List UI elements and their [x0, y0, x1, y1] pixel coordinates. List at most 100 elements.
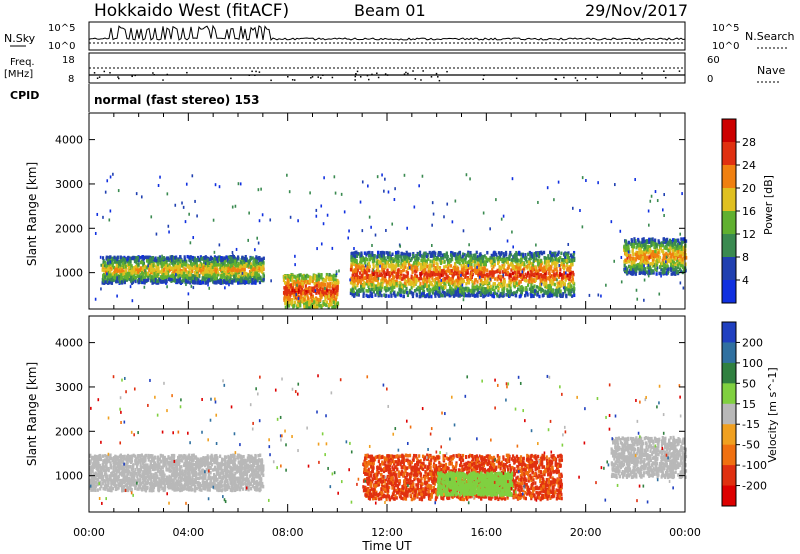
data-cell: [529, 268, 533, 273]
data-cell: [395, 255, 398, 259]
data-cell: [360, 260, 363, 264]
data-cell: [252, 262, 256, 266]
data-cell: [195, 270, 199, 274]
data-cell: [354, 286, 357, 290]
data-cell: [503, 277, 506, 282]
freq-tick-low: 8: [68, 74, 74, 85]
data-cell: [123, 280, 126, 285]
data-cell: [658, 251, 661, 255]
data-cell: [483, 276, 486, 280]
data-cell: [390, 286, 393, 290]
data-cell: [423, 264, 426, 268]
data-cell: [532, 265, 535, 269]
data-cell: [247, 273, 250, 277]
data-cell: [415, 269, 418, 274]
data-cell: [410, 290, 413, 295]
data-cell: [466, 269, 469, 273]
data-cell: [352, 251, 355, 255]
data-cell: [329, 284, 332, 289]
data-cell: [162, 256, 165, 261]
data-cell: [128, 268, 131, 273]
data-cell: [456, 252, 459, 256]
freq-dot: [251, 70, 253, 73]
data-cell: [519, 264, 522, 268]
data-cell: [251, 272, 254, 277]
data-cell: [202, 265, 205, 270]
data-cell: [139, 255, 142, 260]
data-cell: [233, 259, 237, 264]
data-cell: [519, 294, 522, 298]
data-cell: [333, 278, 336, 283]
data-cell: [472, 285, 475, 289]
data-cell: [518, 279, 521, 284]
data-cell: [241, 267, 244, 272]
data-cell: [432, 286, 435, 291]
data-cell: [552, 258, 555, 263]
data-cell: [199, 255, 202, 259]
data-cell: [288, 291, 291, 296]
data-cell: [318, 277, 321, 281]
data-cell: [550, 279, 553, 283]
data-cell: [258, 256, 261, 260]
data-cell: [450, 269, 453, 273]
data-cell: [186, 254, 189, 259]
data-cell: [467, 292, 470, 296]
data-cell: [121, 272, 124, 276]
data-cell: [481, 266, 484, 271]
data-cell: [211, 278, 214, 282]
data-cell: [449, 281, 452, 285]
data-cell: [559, 255, 562, 260]
data-cell: [540, 278, 544, 282]
data-cell: [572, 290, 576, 294]
date-title: 29/Nov/2017: [585, 1, 688, 20]
data-cell: [540, 280, 544, 285]
data-cell: [469, 253, 472, 258]
data-cell: [534, 265, 537, 270]
data-cell: [556, 293, 559, 297]
freq-dot: [186, 71, 188, 74]
data-cell: [205, 267, 208, 272]
data-cell: [547, 263, 550, 267]
data-cell: [390, 278, 394, 282]
data-cell: [470, 289, 473, 293]
data-cell: [517, 270, 520, 275]
data-cell: [334, 297, 338, 302]
data-cell: [351, 279, 354, 283]
data-cell: [349, 291, 352, 296]
data-cell: [530, 252, 533, 257]
data-cell: [431, 276, 434, 280]
data-cell: [251, 267, 254, 272]
freq-dot: [563, 76, 565, 79]
data-cell: [534, 269, 538, 274]
data-cell: [449, 268, 452, 273]
data-cell: [497, 286, 500, 291]
data-cell: [240, 279, 243, 283]
data-cell: [466, 271, 469, 275]
data-cell: [633, 237, 636, 241]
data-cell: [566, 254, 569, 259]
data-cell: [400, 258, 403, 262]
data-cell: [512, 258, 515, 262]
data-cell: [516, 283, 519, 287]
freq-dot: [368, 78, 370, 81]
data-cell: [487, 257, 490, 262]
data-cell: [424, 277, 427, 282]
data-cell: [513, 271, 516, 275]
data-cell: [216, 270, 219, 274]
data-cell: [546, 276, 549, 281]
data-cell: [376, 255, 379, 259]
data-cell: [116, 267, 119, 272]
data-cell: [551, 276, 554, 280]
data-cell: [466, 293, 469, 298]
data-cell: [157, 256, 160, 261]
data-cell: [484, 274, 487, 278]
data-cell: [520, 292, 523, 296]
data-cell: [443, 294, 447, 298]
data-cell: [441, 289, 444, 294]
data-cell: [405, 283, 408, 287]
data-cell: [557, 275, 561, 279]
data-cell: [183, 257, 186, 262]
data-cell: [545, 279, 548, 284]
data-cell: [260, 278, 264, 283]
